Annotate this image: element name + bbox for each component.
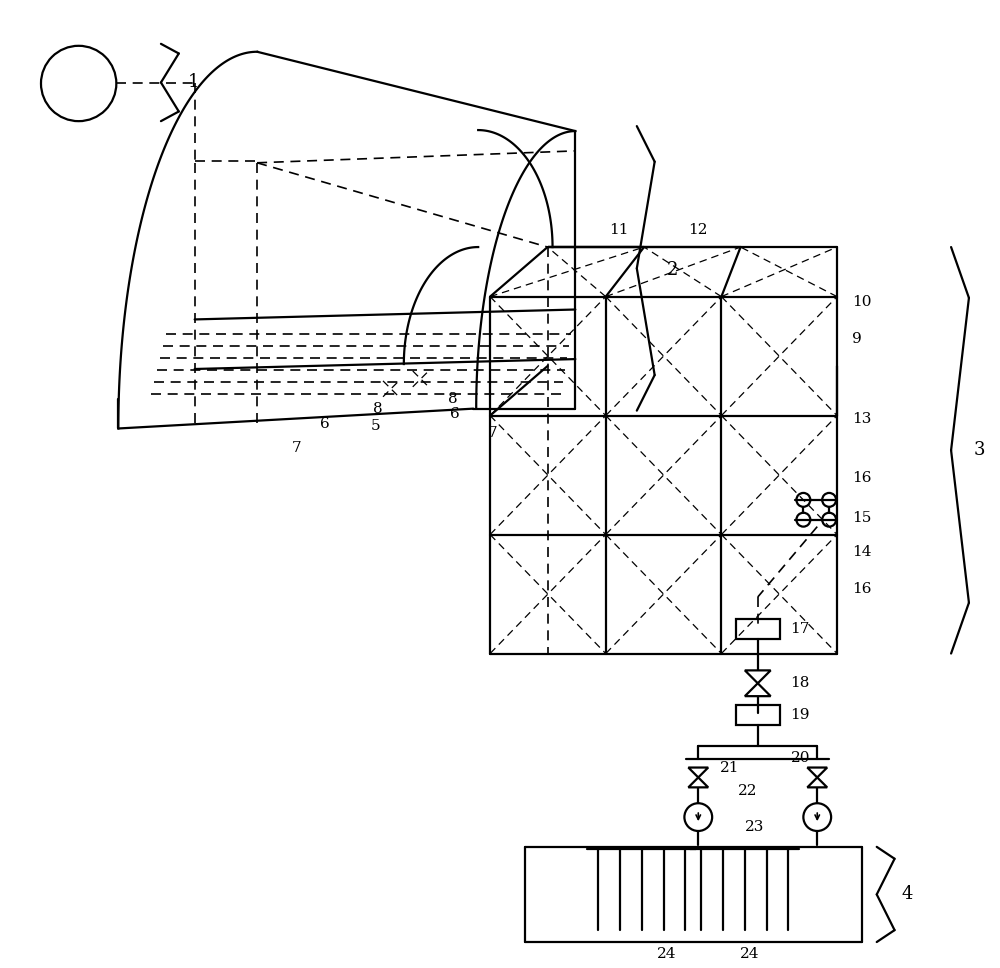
- Text: 11: 11: [609, 224, 629, 237]
- Text: 8: 8: [448, 392, 458, 406]
- Polygon shape: [745, 671, 771, 683]
- Text: 17: 17: [790, 621, 810, 636]
- Text: 8: 8: [373, 402, 383, 415]
- Text: 16: 16: [852, 582, 871, 596]
- Text: 1: 1: [188, 74, 199, 92]
- Text: 12: 12: [688, 224, 708, 237]
- Text: 20: 20: [790, 750, 810, 765]
- Text: 18: 18: [790, 677, 810, 690]
- Text: 10: 10: [852, 294, 871, 309]
- Bar: [736, 705, 780, 725]
- Text: 15: 15: [852, 511, 871, 525]
- Text: 22: 22: [738, 784, 757, 799]
- Text: 6: 6: [450, 407, 460, 421]
- Text: 7: 7: [292, 441, 301, 455]
- Polygon shape: [807, 768, 827, 777]
- Bar: [736, 619, 780, 639]
- Text: 16: 16: [852, 471, 871, 485]
- Text: 5: 5: [371, 419, 381, 434]
- Text: 9: 9: [852, 332, 862, 347]
- Text: 23: 23: [745, 820, 764, 834]
- Text: 21: 21: [720, 761, 740, 774]
- Text: 7: 7: [488, 427, 498, 440]
- Text: 6: 6: [320, 416, 329, 431]
- Polygon shape: [745, 683, 771, 696]
- Text: 2: 2: [667, 260, 678, 279]
- Text: 24: 24: [740, 947, 759, 961]
- Text: 3: 3: [974, 441, 985, 459]
- Text: 4: 4: [902, 886, 913, 903]
- Polygon shape: [688, 768, 708, 777]
- Text: 14: 14: [852, 545, 871, 560]
- Text: 19: 19: [790, 708, 810, 722]
- Polygon shape: [807, 777, 827, 787]
- Text: 13: 13: [852, 411, 871, 426]
- Polygon shape: [688, 777, 708, 787]
- Text: 24: 24: [657, 947, 676, 961]
